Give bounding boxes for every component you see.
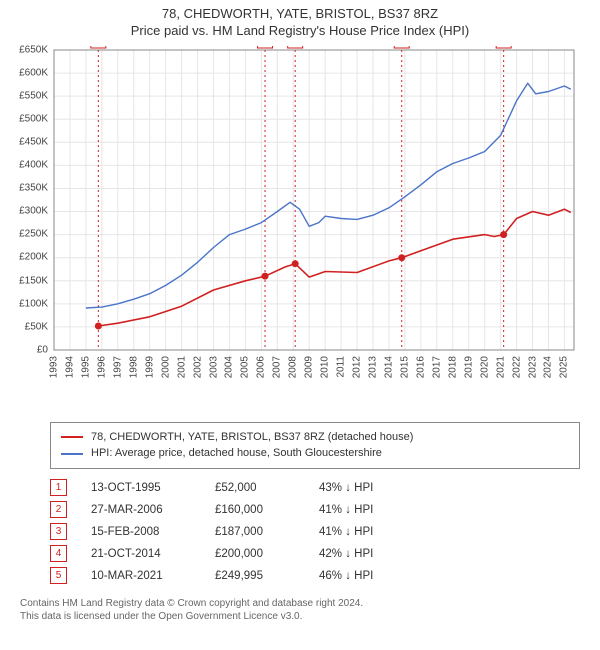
y-tick-label: £0 xyxy=(12,344,48,355)
x-tick-label: 2005 xyxy=(240,356,251,378)
y-tick-label: £250K xyxy=(12,229,48,240)
sale-event-row: 4 21-OCT-2014 £200,000 42% ↓ HPI xyxy=(50,543,580,565)
sale-event-hpi-delta: 41% ↓ HPI xyxy=(319,504,409,516)
sale-event-hpi-delta: 46% ↓ HPI xyxy=(319,570,409,582)
y-tick-label: £200K xyxy=(12,252,48,263)
x-tick-label: 2001 xyxy=(176,356,187,378)
sale-event-date: 13-OCT-1995 xyxy=(91,482,191,494)
sale-event-date: 10-MAR-2021 xyxy=(91,570,191,582)
page-title-line2: Price paid vs. HM Land Registry's House … xyxy=(10,23,590,40)
x-tick-label: 2013 xyxy=(368,356,379,378)
sale-event-marker: 3 xyxy=(50,523,67,540)
x-tick-label: 2004 xyxy=(224,356,235,378)
sale-event-marker: 2 xyxy=(50,501,67,518)
sale-event-price: £52,000 xyxy=(215,482,295,494)
x-tick-label: 1999 xyxy=(144,356,155,378)
y-tick-label: £650K xyxy=(12,44,48,55)
legend-swatch-hpi xyxy=(61,453,83,455)
sale-event-hpi-delta: 41% ↓ HPI xyxy=(319,526,409,538)
y-tick-label: £100K xyxy=(12,298,48,309)
legend-label-price: 78, CHEDWORTH, YATE, BRISTOL, BS37 8RZ (… xyxy=(91,429,413,446)
sale-event-hpi-delta: 43% ↓ HPI xyxy=(319,482,409,494)
price-vs-hpi-chart: 1 2 3 4 5 £0 £50K £100K £150K £200K £250K £300K £35… xyxy=(10,46,590,416)
svg-text:2: 2 xyxy=(262,46,268,47)
legend-row-price: 78, CHEDWORTH, YATE, BRISTOL, BS37 8RZ (… xyxy=(61,429,569,446)
chart-legend: 78, CHEDWORTH, YATE, BRISTOL, BS37 8RZ (… xyxy=(50,422,580,469)
x-tick-label: 2006 xyxy=(256,356,267,378)
x-tick-label: 1998 xyxy=(128,356,139,378)
y-tick-label: £600K xyxy=(12,67,48,78)
y-tick-label: £450K xyxy=(12,137,48,148)
x-tick-label: 2011 xyxy=(336,356,347,378)
x-tick-label: 1995 xyxy=(80,356,91,378)
x-tick-label: 1997 xyxy=(112,356,123,378)
x-tick-label: 2009 xyxy=(304,356,315,378)
sale-event-date: 27-MAR-2006 xyxy=(91,504,191,516)
sale-event-date: 21-OCT-2014 xyxy=(91,548,191,560)
footer-line1: Contains HM Land Registry data © Crown c… xyxy=(20,597,580,611)
x-tick-label: 2008 xyxy=(288,356,299,378)
x-tick-label: 2024 xyxy=(543,356,554,378)
x-tick-label: 2020 xyxy=(479,356,490,378)
x-tick-label: 2016 xyxy=(415,356,426,378)
svg-text:3: 3 xyxy=(292,46,298,47)
x-tick-label: 1996 xyxy=(96,356,107,378)
svg-text:5: 5 xyxy=(501,46,507,47)
sale-event-marker: 4 xyxy=(50,545,67,562)
y-tick-label: £400K xyxy=(12,160,48,171)
x-tick-label: 2025 xyxy=(559,356,570,378)
y-tick-label: £300K xyxy=(12,206,48,217)
y-tick-label: £500K xyxy=(12,114,48,125)
sale-event-price: £200,000 xyxy=(215,548,295,560)
x-tick-label: 2022 xyxy=(511,356,522,378)
sale-event-marker: 5 xyxy=(50,567,67,584)
y-tick-label: £550K xyxy=(12,90,48,101)
sale-event-row: 3 15-FEB-2008 £187,000 41% ↓ HPI xyxy=(50,521,580,543)
sale-event-marker: 1 xyxy=(50,479,67,496)
x-tick-label: 2017 xyxy=(431,356,442,378)
sale-event-price: £160,000 xyxy=(215,504,295,516)
x-tick-label: 2023 xyxy=(527,356,538,378)
legend-label-hpi: HPI: Average price, detached house, Sout… xyxy=(91,445,382,462)
x-tick-label: 2010 xyxy=(320,356,331,378)
sale-event-price: £187,000 xyxy=(215,526,295,538)
x-tick-label: 2014 xyxy=(383,356,394,378)
sale-event-price: £249,995 xyxy=(215,570,295,582)
x-tick-label: 2007 xyxy=(272,356,283,378)
sale-event-row: 2 27-MAR-2006 £160,000 41% ↓ HPI xyxy=(50,499,580,521)
sale-event-row: 5 10-MAR-2021 £249,995 46% ↓ HPI xyxy=(50,565,580,587)
x-tick-label: 2019 xyxy=(463,356,474,378)
x-tick-label: 2003 xyxy=(208,356,219,378)
sale-event-date: 15-FEB-2008 xyxy=(91,526,191,538)
page-title-line1: 78, CHEDWORTH, YATE, BRISTOL, BS37 8RZ xyxy=(10,6,590,23)
sale-events-table: 1 13-OCT-1995 £52,000 43% ↓ HPI 2 27-MAR-2006… xyxy=(50,477,580,587)
x-tick-label: 2015 xyxy=(399,356,410,378)
legend-row-hpi: HPI: Average price, detached house, Sout… xyxy=(61,445,569,462)
footer-line2: This data is licensed under the Open Gov… xyxy=(20,610,580,624)
svg-text:4: 4 xyxy=(399,46,405,47)
x-tick-label: 2002 xyxy=(192,356,203,378)
y-tick-label: £50K xyxy=(12,321,48,332)
svg-text:1: 1 xyxy=(96,46,102,47)
sale-event-hpi-delta: 42% ↓ HPI xyxy=(319,548,409,560)
x-tick-label: 2012 xyxy=(352,356,363,378)
x-tick-label: 2018 xyxy=(447,356,458,378)
footer-note: Contains HM Land Registry data © Crown c… xyxy=(20,597,580,624)
legend-swatch-price xyxy=(61,436,83,438)
x-tick-label: 2000 xyxy=(160,356,171,378)
y-tick-label: £350K xyxy=(12,183,48,194)
x-tick-label: 1993 xyxy=(49,356,60,378)
sale-event-row: 1 13-OCT-1995 £52,000 43% ↓ HPI xyxy=(50,477,580,499)
x-tick-label: 1994 xyxy=(64,356,75,378)
y-tick-label: £150K xyxy=(12,275,48,286)
x-tick-label: 2021 xyxy=(495,356,506,378)
